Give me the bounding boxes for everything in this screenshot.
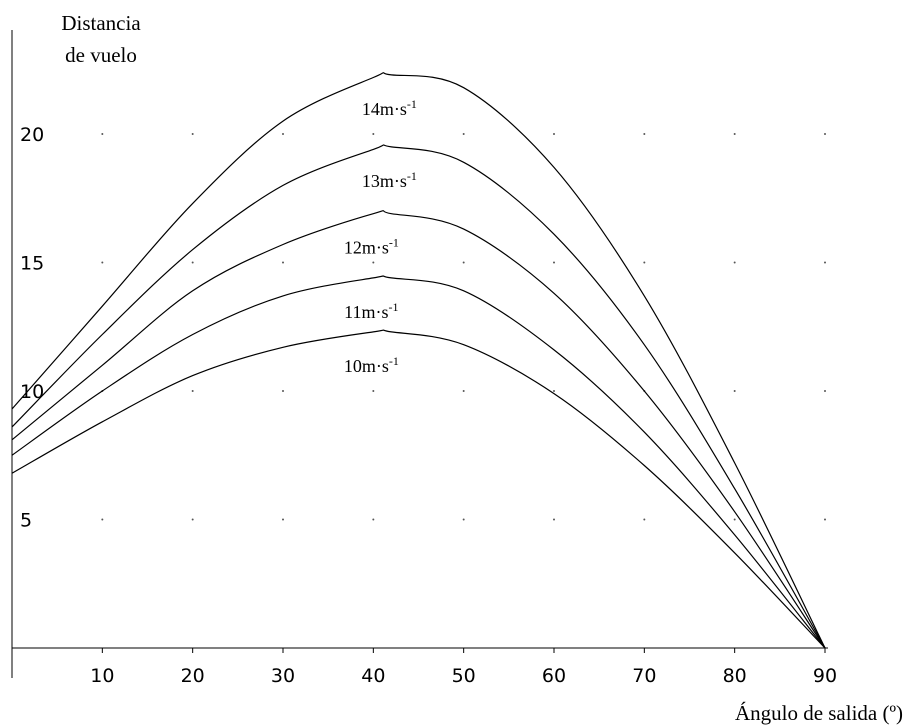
grid-dot bbox=[553, 133, 555, 135]
grid-dot bbox=[191, 518, 194, 521]
grid-dots bbox=[101, 133, 826, 521]
grid-dot bbox=[101, 261, 104, 264]
grid-dot bbox=[462, 133, 465, 135]
x-tick-label: 80 bbox=[723, 665, 747, 687]
x-tick-label: 30 bbox=[271, 665, 295, 687]
grid-dot bbox=[101, 133, 104, 135]
series-line bbox=[11, 275, 826, 649]
grid-dot bbox=[372, 390, 375, 392]
grid-dot bbox=[643, 261, 646, 264]
grid-dot bbox=[733, 133, 736, 135]
grid-dot bbox=[101, 518, 104, 521]
y-tick-label: 20 bbox=[20, 124, 44, 146]
x-tick-label: 10 bbox=[90, 665, 114, 687]
grid-dot bbox=[643, 518, 646, 521]
y-tick-label: 5 bbox=[20, 510, 32, 532]
grid-dot bbox=[824, 390, 826, 392]
grid-dot bbox=[282, 518, 284, 521]
grid-dot bbox=[282, 261, 284, 264]
grid-dot bbox=[191, 133, 194, 135]
grid-dot bbox=[553, 518, 555, 521]
grid-dot bbox=[733, 390, 736, 392]
x-tick-label: 20 bbox=[181, 665, 205, 687]
grid-dot bbox=[372, 261, 375, 264]
grid-dot bbox=[733, 518, 736, 521]
series-label: 12m·s-1 bbox=[344, 236, 399, 258]
grid-dot bbox=[824, 518, 826, 521]
grid-dot bbox=[372, 133, 375, 135]
series-lines bbox=[11, 72, 826, 649]
series-label: 13m·s-1 bbox=[362, 169, 417, 191]
series-label: 11m·s-1 bbox=[344, 300, 398, 322]
grid-dot bbox=[282, 133, 284, 135]
x-tick-labels: 10 20 30 40 50 60 70 80 90 bbox=[90, 648, 837, 687]
series-label: 14m·s-1 bbox=[362, 97, 417, 119]
grid-dot bbox=[282, 390, 284, 392]
grid-dot bbox=[462, 518, 465, 521]
grid-dot bbox=[553, 390, 555, 392]
y-axis-title-line1: Distancia bbox=[61, 11, 141, 35]
x-tick-label: 40 bbox=[361, 665, 385, 687]
series-line bbox=[11, 329, 826, 649]
y-tick-label: 10 bbox=[20, 381, 44, 403]
y-tick-label: 15 bbox=[20, 253, 44, 275]
grid-dot bbox=[553, 261, 555, 264]
y-axis-title-line2: de vuelo bbox=[65, 43, 137, 67]
grid-dot bbox=[191, 261, 194, 264]
x-tick-label: 50 bbox=[452, 665, 476, 687]
x-tick-label: 90 bbox=[813, 665, 837, 687]
grid-dot bbox=[462, 261, 465, 264]
x-tick-label: 60 bbox=[542, 665, 566, 687]
y-tick-labels: 5 10 15 20 bbox=[20, 124, 44, 532]
series-line bbox=[11, 72, 826, 649]
grid-dot bbox=[643, 133, 646, 135]
x-tick-label: 70 bbox=[632, 665, 656, 687]
series-labels: 14m·s-1 13m·s-1 12m·s-1 11m·s-1 10m·s-1 bbox=[344, 97, 417, 376]
grid-dot bbox=[824, 261, 826, 264]
series-line bbox=[11, 210, 826, 649]
grid-dot bbox=[191, 390, 194, 392]
x-axis-title: Ángulo de salida (º) bbox=[735, 701, 903, 725]
series-label: 10m·s-1 bbox=[344, 354, 399, 376]
grid-dot bbox=[824, 133, 826, 135]
grid-dot bbox=[462, 390, 465, 392]
grid-dot bbox=[733, 261, 736, 264]
axes bbox=[11, 30, 828, 678]
series-line bbox=[11, 144, 826, 649]
grid-dot bbox=[372, 518, 375, 521]
